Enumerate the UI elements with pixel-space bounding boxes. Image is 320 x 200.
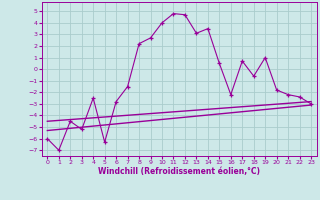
X-axis label: Windchill (Refroidissement éolien,°C): Windchill (Refroidissement éolien,°C) — [98, 167, 260, 176]
